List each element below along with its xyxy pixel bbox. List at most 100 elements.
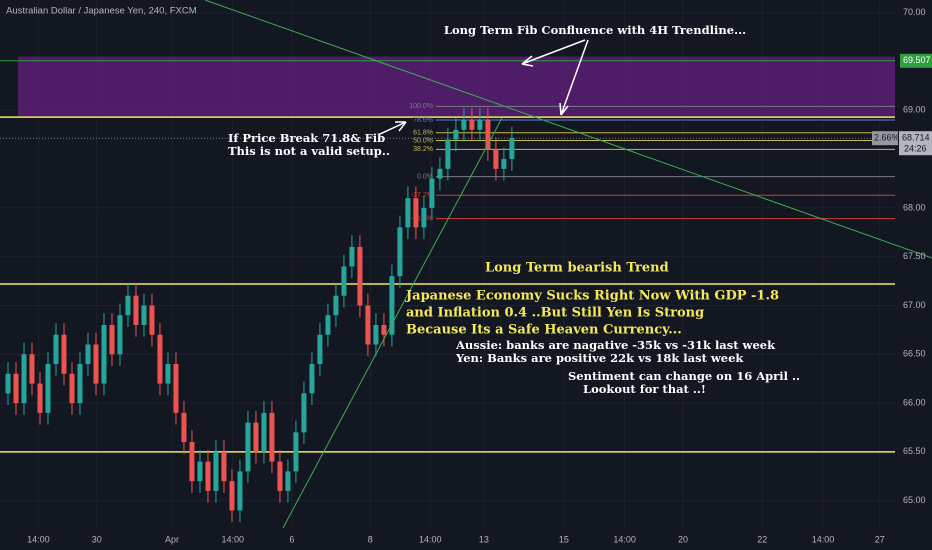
candle-body — [485, 120, 491, 150]
x-tick-label: 14:00 — [27, 534, 50, 544]
zone — [18, 56, 895, 118]
candle-body — [501, 159, 507, 169]
candle-body — [173, 364, 179, 413]
x-tick-label: 14:00 — [419, 534, 442, 544]
candle-body — [469, 120, 475, 130]
candle-body — [493, 149, 499, 169]
x-tick-label: 20 — [678, 534, 688, 544]
candle-body — [117, 315, 123, 355]
fib-label: 61.8% — [413, 130, 433, 137]
candle-body — [213, 451, 219, 491]
x-tick-label: 14:00 — [613, 534, 636, 544]
candle-body — [109, 324, 115, 355]
annotation: Japanese Economy Sucks Right Now With GD… — [405, 289, 779, 304]
candle-body — [37, 383, 43, 413]
annotation: Aussie: banks are nagative -35k vs -31k … — [455, 338, 776, 352]
candle-body — [29, 354, 35, 384]
candle-body — [365, 305, 371, 345]
fib-label: 0.0% — [417, 173, 433, 180]
candle-body — [429, 178, 435, 208]
x-tick-label: 8 — [368, 534, 373, 544]
candle-body — [45, 364, 51, 413]
y-tick-label: 69.00 — [903, 105, 926, 115]
candle-body — [413, 198, 419, 228]
annotation: Long Term bearish Trend — [485, 261, 669, 276]
y-tick-label: 65.50 — [903, 446, 926, 456]
annotation: Lookout for that ..! — [583, 382, 706, 396]
candle-body — [133, 295, 139, 325]
candle-body — [5, 373, 11, 394]
x-tick-label: 14:00 — [812, 534, 835, 544]
chart-title: Australian Dollar / Japanese Yen, 240, F… — [6, 6, 197, 17]
candle-body — [477, 120, 483, 130]
fib-label: 38.2% — [413, 146, 433, 153]
y-tick-label: 65.00 — [903, 495, 926, 505]
candle-body — [165, 364, 171, 384]
candle-body — [285, 471, 291, 491]
candle-body — [301, 393, 307, 433]
annotation: Sentiment can change on 16 April .. — [568, 369, 800, 383]
candle-body — [349, 246, 355, 267]
candle-body — [333, 295, 339, 316]
change-label: 2.66% — [874, 133, 900, 143]
candle-body — [317, 334, 323, 365]
candle-body — [21, 354, 27, 404]
trendline — [204, 0, 932, 259]
annotation: and Inflation 0.4 ..But Still Yen Is Str… — [406, 306, 704, 321]
candle-body — [357, 246, 363, 306]
candle-body — [405, 198, 411, 228]
alert-label-bg — [900, 53, 932, 68]
price-bg — [899, 131, 932, 156]
trendline — [282, 117, 503, 529]
y-tick-label: 67.50 — [903, 251, 926, 261]
alert-label: 69.507 — [903, 55, 931, 65]
candle-body — [389, 276, 395, 335]
candle-body — [397, 227, 403, 277]
candle-body — [221, 451, 227, 482]
x-tick-label: 14:00 — [221, 534, 244, 544]
candle-body — [445, 139, 451, 169]
price-axis — [895, 0, 932, 550]
candle-body — [181, 412, 187, 443]
candle-body — [277, 461, 283, 491]
candle-body — [205, 461, 211, 491]
x-tick-label: 30 — [92, 534, 102, 544]
candle-body — [341, 266, 347, 296]
candle-body — [85, 344, 91, 365]
x-tick-label: 13 — [479, 534, 489, 544]
countdown: 24:26 — [904, 144, 927, 154]
candle-body — [325, 315, 331, 335]
fib-label: 78.6% — [413, 117, 433, 124]
fib-label: -27.2% — [411, 192, 433, 199]
fib-label: 100.0% — [409, 103, 433, 110]
candle-body — [261, 412, 267, 452]
price-label: 68.714 — [902, 133, 930, 143]
candle-body — [125, 295, 131, 316]
candle-body — [141, 305, 147, 325]
candle-body — [69, 373, 75, 404]
candle-body — [13, 373, 19, 404]
candle-body — [93, 344, 99, 384]
candle-body — [101, 324, 107, 384]
candle-body — [53, 334, 59, 365]
candle-body — [189, 442, 195, 482]
y-tick-label: 66.50 — [903, 349, 926, 359]
candle-body — [373, 324, 379, 345]
candle-body — [229, 481, 235, 511]
fib-label: 50.0% — [413, 137, 433, 144]
y-tick-label: 70.00 — [903, 7, 926, 17]
y-tick-label: 66.00 — [903, 397, 926, 407]
candle-body — [437, 168, 443, 179]
candle-body — [421, 207, 427, 228]
candle-body — [253, 422, 259, 452]
annotation: If Price Break 71.8& Fib — [228, 131, 385, 145]
candle-body — [157, 334, 163, 384]
candle-body — [293, 432, 299, 472]
candle-body — [269, 412, 275, 462]
annotation: Yen: Banks are positive 22k vs 18k last … — [455, 351, 744, 365]
annotation: This is not a valid setup.. — [228, 144, 390, 158]
candle-body — [461, 120, 467, 130]
x-tick-label: 6 — [289, 534, 294, 544]
arrows — [379, 39, 589, 135]
